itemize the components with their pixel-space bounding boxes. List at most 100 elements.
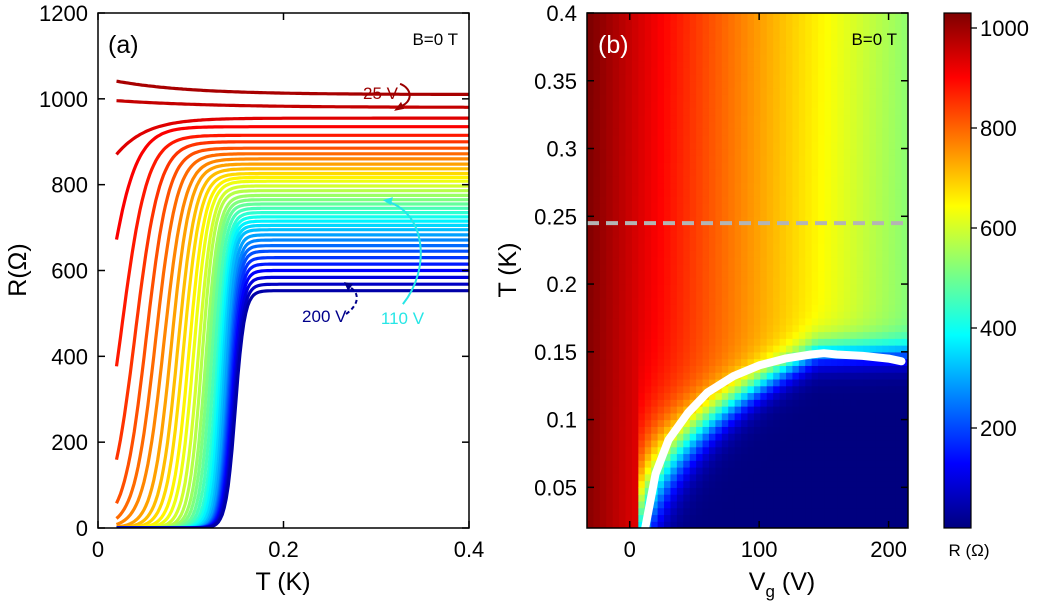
heatmap-cell: [798, 419, 806, 427]
heatmap-cell: [779, 433, 787, 441]
heatmap-cell: [882, 378, 890, 387]
heatmap-cell: [805, 480, 813, 488]
heatmap-cell: [901, 494, 908, 502]
heatmap-cell: [631, 107, 639, 116]
heatmap-cell: [824, 223, 832, 231]
heatmap-cell: [696, 433, 704, 441]
heatmap-cell: [901, 372, 908, 380]
heatmap-cell: [728, 60, 736, 68]
heatmap-cell: [850, 507, 858, 516]
heatmap-cell: [741, 155, 749, 163]
heatmap-cell: [760, 195, 768, 204]
heatmap-cell: [689, 460, 697, 468]
heatmap-cell: [811, 223, 819, 231]
heatmap-cell: [888, 80, 896, 89]
heatmap-cell: [895, 399, 903, 407]
heatmap-cell: [843, 467, 851, 475]
heatmap-cell: [599, 500, 607, 509]
heatmap-cell: [683, 101, 691, 109]
heatmap-cell: [843, 229, 851, 238]
heatmap-cell: [696, 365, 704, 373]
heatmap-cell: [779, 256, 787, 265]
heatmap-cell: [644, 202, 652, 211]
heatmap-cell: [811, 141, 819, 150]
heatmap-cell: [696, 162, 704, 170]
heatmap-cell: [882, 256, 890, 265]
heatmap-cell: [676, 94, 684, 102]
heatmap-cell: [676, 304, 684, 312]
heatmap-cell: [728, 460, 736, 468]
heatmap-cell: [830, 107, 838, 116]
heatmap-cell: [792, 277, 800, 285]
heatmap-cell: [619, 216, 627, 224]
heatmap-cell: [593, 270, 601, 278]
heatmap-cell: [753, 128, 761, 136]
heatmap-cell: [702, 26, 710, 34]
heatmap-cell: [901, 250, 908, 258]
heatmap-cell: [599, 33, 607, 41]
heatmap-cell: [805, 46, 813, 55]
heatmap-cell: [715, 284, 723, 292]
heatmap-cell: [728, 19, 736, 28]
heatmap-cell: [850, 168, 858, 177]
heatmap-cell: [651, 13, 659, 21]
heatmap-cell: [644, 223, 652, 231]
heatmap-cell: [779, 311, 787, 319]
heatmap-cell: [721, 358, 729, 366]
heatmap-cell: [599, 345, 607, 353]
heatmap-cell: [702, 500, 710, 509]
heatmap-cell: [587, 155, 595, 163]
heatmap-cell: [715, 148, 723, 156]
heatmap-cell: [619, 399, 627, 407]
heatmap-cell: [599, 87, 607, 95]
heatmap-cell: [741, 500, 749, 509]
heatmap-cell: [638, 500, 646, 509]
heatmap-cell: [683, 467, 691, 475]
heatmap-cell: [670, 439, 678, 448]
heatmap-cell: [689, 46, 697, 55]
heatmap-cell: [773, 114, 781, 123]
heatmap-cell: [882, 311, 890, 319]
heatmap-cell: [779, 229, 787, 238]
heatmap-cell: [863, 243, 871, 251]
heatmap-cell: [625, 311, 633, 319]
heatmap-cell: [715, 399, 723, 407]
heatmap-cell: [760, 229, 768, 238]
heatmap-cell: [773, 284, 781, 292]
heatmap-cell: [773, 121, 781, 129]
heatmap-cell: [779, 324, 787, 333]
heatmap-cell: [837, 121, 845, 129]
heatmap-cell: [657, 87, 665, 95]
heatmap-cell: [779, 399, 787, 407]
heatmap-cell: [721, 60, 729, 68]
heatmap-cell: [747, 263, 755, 272]
heatmap-cell: [702, 80, 710, 89]
heatmap-cell: [606, 223, 614, 231]
heatmap-cell: [644, 372, 652, 380]
heatmap-cell: [741, 195, 749, 204]
heatmap-cell: [818, 128, 826, 136]
heatmap-cell: [721, 80, 729, 89]
heatmap-cell: [587, 331, 595, 339]
heatmap-cell: [644, 385, 652, 394]
heatmap-cell: [644, 19, 652, 28]
x-tick-label: 100: [741, 537, 778, 562]
heatmap-cell: [708, 500, 716, 509]
heatmap-cell: [638, 250, 646, 258]
heatmap-cell: [830, 236, 838, 244]
x-axis-label-a: T (K): [255, 568, 310, 596]
heatmap-cell: [792, 345, 800, 353]
heatmap-cell: [721, 317, 729, 326]
heatmap-cell: [638, 243, 646, 251]
heatmap-cell: [786, 107, 794, 116]
heatmap-cell: [811, 317, 819, 326]
heatmap-cell: [779, 277, 787, 285]
heatmap-cell: [779, 263, 787, 272]
heatmap-cell: [830, 385, 838, 394]
heatmap-cell: [587, 182, 595, 190]
y-tick-label: 1200: [39, 1, 88, 26]
heatmap-cell: [798, 453, 806, 461]
heatmap-cell: [612, 40, 620, 48]
heatmap-cell: [683, 439, 691, 448]
